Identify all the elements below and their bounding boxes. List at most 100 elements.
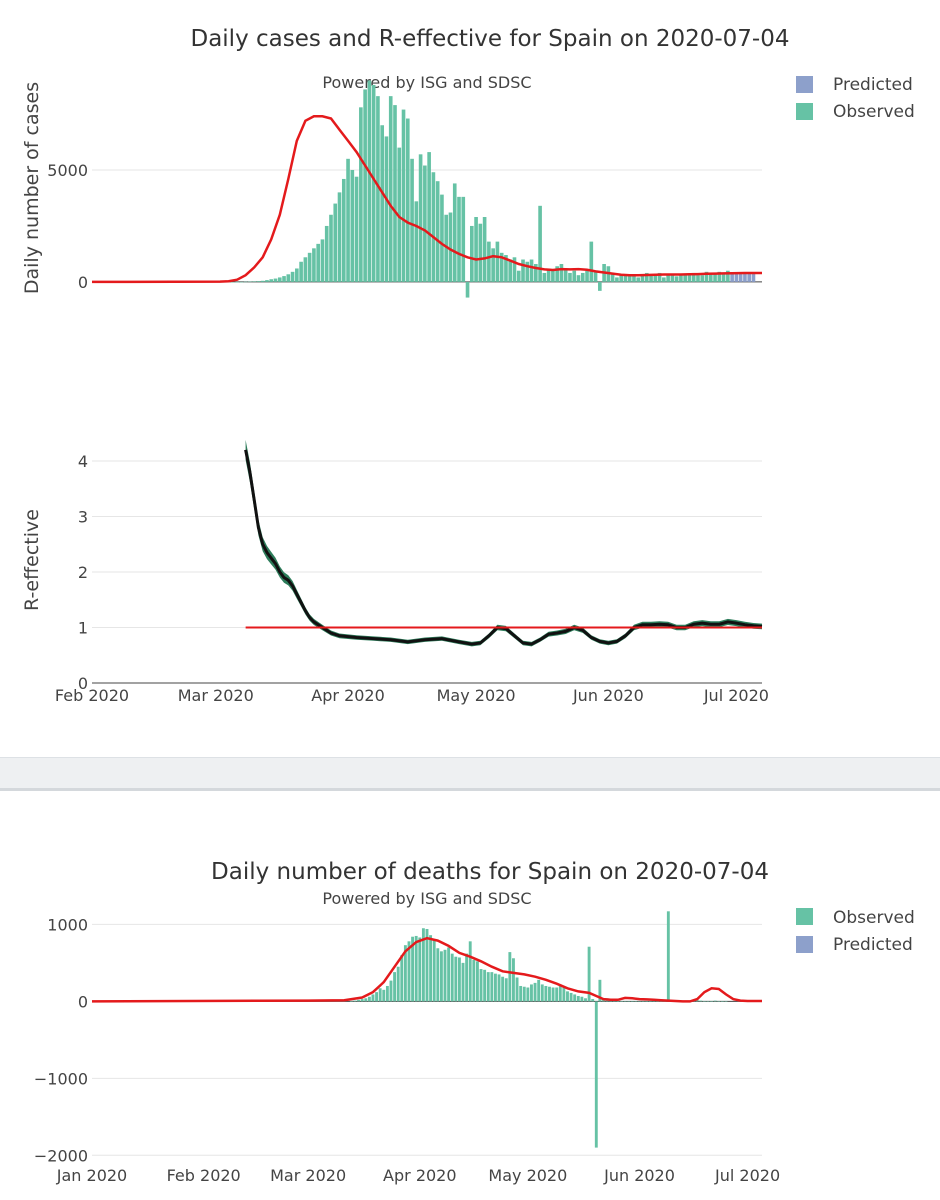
cases-observed-bar (644, 272, 649, 282)
deaths-x-tick-label: May 2020 (488, 1166, 567, 1185)
deaths-observed-bar (504, 978, 508, 1002)
cases-observed-bar (431, 172, 436, 282)
deaths-observed-bar (454, 956, 458, 1002)
cases-observed-bar (572, 270, 577, 282)
cases-predicted-bar (734, 272, 739, 282)
deaths-observed-bar (616, 1000, 620, 1002)
deaths-observed-bar (602, 999, 605, 1002)
r-y-tick-label: 2 (78, 563, 88, 582)
cases-observed-bar (662, 277, 666, 282)
cases-and-r-chart: Daily cases and R-effective for Spain on… (21, 26, 915, 705)
deaths-observed-bar (638, 1001, 641, 1002)
deaths-observed-bar (724, 1000, 728, 1002)
cases-observed-bar (359, 107, 363, 282)
legend-swatch-observed[interactable] (796, 908, 813, 925)
cases-observed-bar (589, 241, 594, 282)
deaths-observed-bar (540, 984, 544, 1002)
cases-observed-bar (363, 89, 367, 282)
cases-observed-bar (440, 194, 444, 282)
deaths-observed-bar (371, 994, 375, 1002)
legend-label-predicted[interactable]: Predicted (833, 935, 913, 955)
cases-predicted-bar (730, 272, 734, 282)
cases-observed-bar (248, 281, 252, 283)
cases-observed-bar (542, 272, 547, 282)
legend-swatch-predicted[interactable] (796, 76, 813, 93)
cases-observed-bar (679, 275, 683, 282)
deaths-observed-bar (522, 986, 526, 1002)
deaths-observed-bar (594, 1001, 598, 1148)
legend-label-observed[interactable]: Observed (833, 102, 915, 122)
cases-chart-subtitle: Powered by ISG and SDSC (322, 73, 531, 92)
deaths-observed-bar (580, 996, 584, 1002)
cases-observed-bar (627, 275, 632, 282)
cases-observed-bar (683, 274, 687, 282)
legend-swatch-predicted[interactable] (796, 936, 813, 953)
cases-predicted-bar (751, 272, 756, 282)
cases-observed-bar (508, 259, 513, 282)
legend-swatch-observed[interactable] (796, 103, 813, 120)
cases-observed-bar (538, 205, 542, 282)
cases-observed-bar (376, 96, 380, 282)
cases-observed-bar (444, 214, 449, 282)
deaths-observed-bar (385, 985, 389, 1002)
cases-observed-bar (632, 275, 636, 282)
cases-observed-bar (674, 276, 679, 282)
deaths-observed-bar (378, 988, 382, 1002)
deaths-x-tick-label: Jun 2020 (603, 1166, 675, 1185)
deaths-observed-bar (393, 972, 397, 1002)
deaths-observed-bar (439, 951, 443, 1002)
cases-observed-bar (290, 271, 295, 282)
deaths-chart: Daily number of deaths for Spain on 2020… (34, 859, 915, 1185)
deaths-observed-bar (429, 935, 433, 1002)
cases-observed-bar (346, 158, 350, 282)
cases-observed-bar (273, 278, 278, 282)
r-y-tick-label: 1 (78, 618, 88, 637)
deaths-observed-bar (530, 984, 533, 1002)
deaths-observed-bar (418, 937, 422, 1002)
deaths-observed-bar (472, 959, 476, 1002)
cases-observed-bar (696, 275, 700, 282)
cases-observed-bar (239, 281, 244, 283)
deaths-observed-bar (425, 929, 429, 1002)
deaths-observed-bar (519, 985, 523, 1002)
deaths-observed-bar (382, 989, 386, 1002)
cases-observed-bar (265, 280, 269, 282)
cases-observed-bar (704, 271, 709, 282)
deaths-observed-bar (403, 945, 407, 1002)
cases-observed-bar (619, 275, 623, 282)
legend-label-predicted[interactable]: Predicted (833, 75, 913, 95)
deaths-observed-bar (652, 1001, 656, 1002)
r-x-tick-label: Mar 2020 (178, 686, 254, 705)
cases-observed-bar (495, 241, 500, 282)
r-y-axis-label: R-effective (21, 509, 43, 611)
deaths-observed-bar (367, 996, 371, 1002)
cases-observed-bar (551, 270, 555, 282)
cases-observed-bar (401, 109, 406, 282)
deaths-observed-bar (501, 976, 505, 1002)
cases-observed-bar (717, 271, 722, 282)
deaths-x-tick-label: Feb 2020 (167, 1166, 241, 1185)
deaths-observed-bar (551, 987, 555, 1002)
cases-predicted-bar (743, 272, 747, 282)
deaths-observed-bar (357, 999, 360, 1002)
cases-observed-bar (414, 201, 419, 282)
cases-legend: Predicted Observed (796, 75, 915, 122)
cases-observed-bar (640, 275, 645, 282)
cases-observed-bar (713, 272, 717, 282)
cases-observed-bar (687, 275, 692, 282)
legend-label-observed[interactable]: Observed (833, 908, 915, 928)
deaths-observed-bar (634, 1001, 638, 1002)
deaths-observed-bar (360, 999, 364, 1002)
deaths-observed-bar (548, 986, 551, 1002)
deaths-observed-bar (526, 987, 530, 1002)
cases-observed-bar (499, 252, 504, 282)
cases-observed-bar (580, 272, 585, 282)
cases-observed-bar (721, 272, 726, 282)
cases-observed-bar (427, 152, 431, 282)
deaths-observed-bar (666, 911, 670, 1002)
cases-observed-bar (418, 154, 423, 282)
deaths-observed-bar (479, 969, 483, 1002)
cases-observed-bar (295, 268, 299, 282)
cases-observed-bar (563, 268, 568, 282)
deaths-observed-bar (436, 948, 440, 1002)
